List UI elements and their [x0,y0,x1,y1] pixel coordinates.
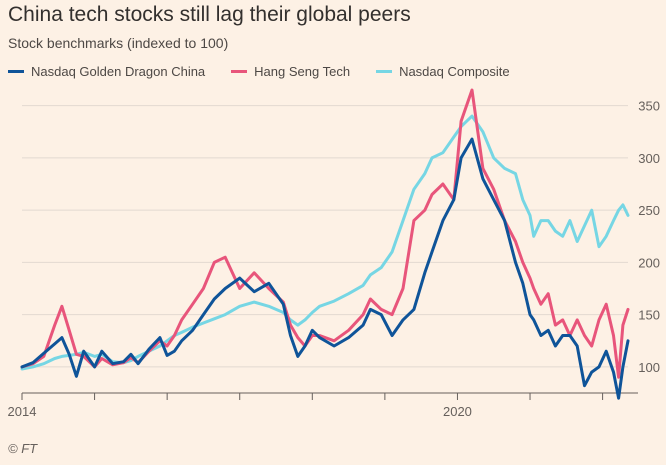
y-tick-label-150: 150 [638,308,660,323]
series-line-hang-seng [20,88,630,379]
series-line-golden-dragon [20,137,630,400]
legend-item-golden-dragon: Nasdaq Golden Dragon China [8,64,205,79]
x-tick-label-2020: 2020 [443,404,472,419]
y-tick-label-250: 250 [638,203,660,218]
legend-label-golden-dragon: Nasdaq Golden Dragon China [31,64,206,79]
source-credit: © FT [8,441,38,456]
legend-label-hang-seng: Hang Seng Tech [254,64,351,79]
y-tick-label-100: 100 [638,360,660,375]
series-line-nasdaq-composite [20,114,630,371]
y-tick-label-200: 200 [638,255,660,270]
chart-subtitle: Stock benchmarks (indexed to 100) [8,35,229,51]
legend-item-nasdaq: Nasdaq Composite [376,64,510,79]
legend-label-nasdaq: Nasdaq Composite [399,64,510,79]
legend-item-hang-seng: Hang Seng Tech [231,64,350,79]
legend: Nasdaq Golden Dragon China Hang Seng Tec… [8,64,510,79]
legend-swatch-hang-seng [231,70,248,73]
chart-title: China tech stocks still lag their global… [8,3,411,26]
legend-swatch-nasdaq [376,70,393,73]
legend-swatch-golden-dragon [8,70,24,73]
x-tick-label-2014: 2014 [8,404,37,419]
y-tick-label-300: 300 [638,151,660,166]
y-tick-label-350: 350 [638,99,660,114]
